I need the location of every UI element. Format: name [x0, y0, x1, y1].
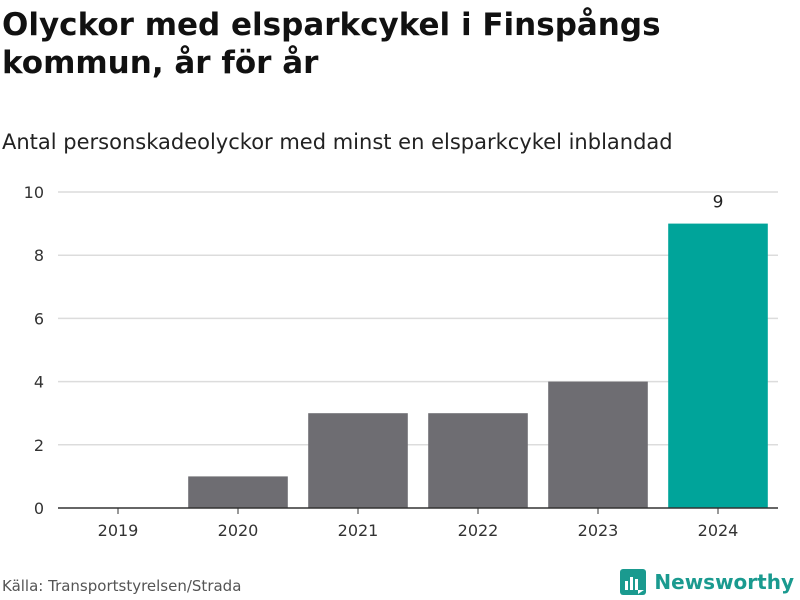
- bar-2024: [668, 223, 768, 508]
- bars: [188, 223, 768, 508]
- bar-2020: [188, 476, 288, 508]
- x-tick-label: 2021: [338, 521, 379, 540]
- y-tick-label: 4: [34, 373, 44, 392]
- brand-logo[interactable]: Newsworthy: [620, 569, 794, 595]
- chart-subtitle: Antal personskadeolyckor med minst en el…: [2, 130, 673, 154]
- x-tick-label: 2020: [218, 521, 259, 540]
- brand-name: Newsworthy: [654, 570, 794, 594]
- bar-chart: 0 2 4 6 8 10 2019 2020 2021 2022 2023 2024 9: [24, 183, 778, 540]
- y-tick-label: 8: [34, 246, 44, 265]
- bar-2023: [548, 381, 648, 508]
- x-tick-label: 2024: [698, 521, 739, 540]
- newsworthy-logo-icon: [620, 569, 647, 595]
- y-tick-label: 2: [34, 436, 44, 455]
- chart-title: Olyckor med elsparkcykel i Finspångs kom…: [2, 7, 661, 81]
- source-note: Källa: Transportstyrelsen/Strada: [2, 577, 242, 595]
- labels: 0 2 4 6 8 10 2019 2020 2021 2022 2023 2024 9: [24, 183, 739, 540]
- y-tick-label: 6: [34, 309, 44, 328]
- bar-2021: [308, 413, 408, 508]
- axes: [58, 507, 778, 514]
- y-tick-label: 10: [24, 183, 44, 202]
- data-label: 9: [713, 193, 724, 213]
- bar-2022: [428, 413, 528, 508]
- x-tick-label: 2022: [458, 521, 499, 540]
- y-tick-label: 0: [34, 499, 44, 518]
- x-tick-label: 2019: [98, 521, 139, 540]
- x-tick-label: 2023: [578, 521, 619, 540]
- grid-lines: [58, 191, 778, 446]
